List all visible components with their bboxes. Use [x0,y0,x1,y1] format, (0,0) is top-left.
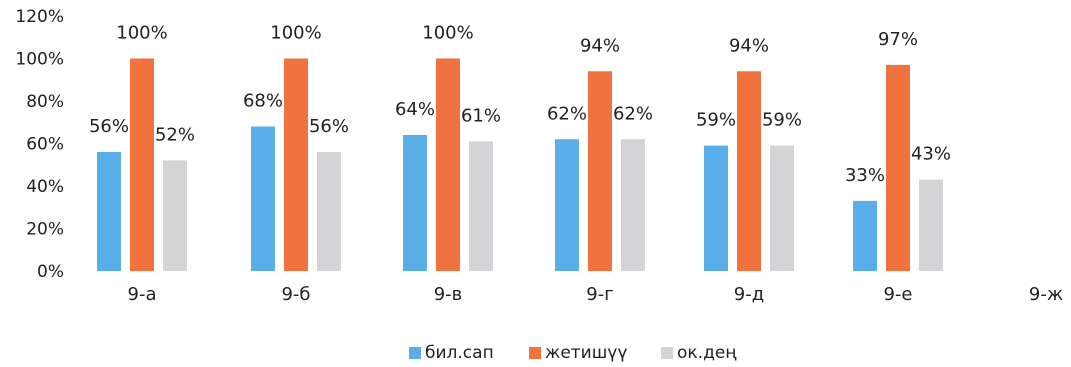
bar-zhetishuu [886,64,910,271]
data-label: 94% [580,35,620,56]
x-axis: 9-а 9-б 9-в 9-г 9-д 9-е 9-ж [128,284,1064,305]
x-category-label: 9-г [586,284,613,305]
data-label: 100% [422,23,473,44]
bar-zhetishuu [130,58,154,271]
bars [97,58,943,271]
bar-bil-sap [403,135,427,271]
bar-ok-den [621,139,645,271]
y-tick-label: 100% [15,50,64,70]
bar-zhetishuu [588,71,612,271]
bar-ok-den [163,160,187,271]
data-label: 68% [243,91,283,112]
data-labels: 56% 100% 52% 68% 100% 56% 64% 100% 61% 62% 94% 62% 5… [89,23,951,186]
bar-ok-den [317,152,341,271]
legend-label: бил.сап [425,343,494,363]
bar-bil-sap [555,139,579,271]
bar-ok-den [919,179,943,271]
x-category-label: 9-ж [1029,284,1063,305]
x-category-label: 9-е [883,284,912,305]
bar-bil-sap [853,200,877,271]
data-label: 64% [395,99,435,120]
data-label: 61% [461,105,501,126]
bar-zhetishuu [737,71,761,271]
data-label: 62% [613,103,653,124]
x-category-label: 9-д [734,284,764,305]
y-tick-label: 120% [15,7,64,27]
data-label: 100% [116,23,167,44]
legend: бил.сап жетишүү ок.дең [409,343,737,363]
x-category-label: 9-а [128,284,157,305]
bar-zhetishuu [436,58,460,271]
data-label: 56% [309,116,349,137]
y-tick-label: 40% [26,177,64,197]
x-category-label: 9-б [281,284,310,305]
bar-ok-den [770,145,794,271]
legend-label: жетишүү [545,343,627,363]
y-tick-label: 20% [26,220,64,240]
y-axis: 0% 20% 40% 60% 80% 100% 120% [15,7,64,282]
bar-bil-sap [704,145,728,271]
bar-bil-sap [97,152,121,271]
data-label: 59% [762,110,802,131]
data-label: 56% [89,116,129,137]
data-label: 62% [547,103,587,124]
legend-swatch [529,347,541,359]
data-label: 33% [845,165,885,186]
data-label: 97% [878,29,918,50]
data-label: 94% [729,35,769,56]
legend-swatch [661,347,673,359]
bar-ok-den [469,141,493,271]
y-tick-label: 80% [26,92,64,112]
bar-zhetishuu [284,58,308,271]
data-label: 100% [270,23,321,44]
bar-bil-sap [251,126,275,271]
x-category-label: 9-в [434,284,463,305]
y-tick-label: 0% [37,262,64,282]
data-label: 52% [155,125,195,146]
legend-swatch [409,347,421,359]
y-tick-label: 60% [26,135,64,155]
data-label: 59% [696,110,736,131]
legend-label: ок.дең [677,343,737,363]
data-label: 43% [911,144,951,165]
